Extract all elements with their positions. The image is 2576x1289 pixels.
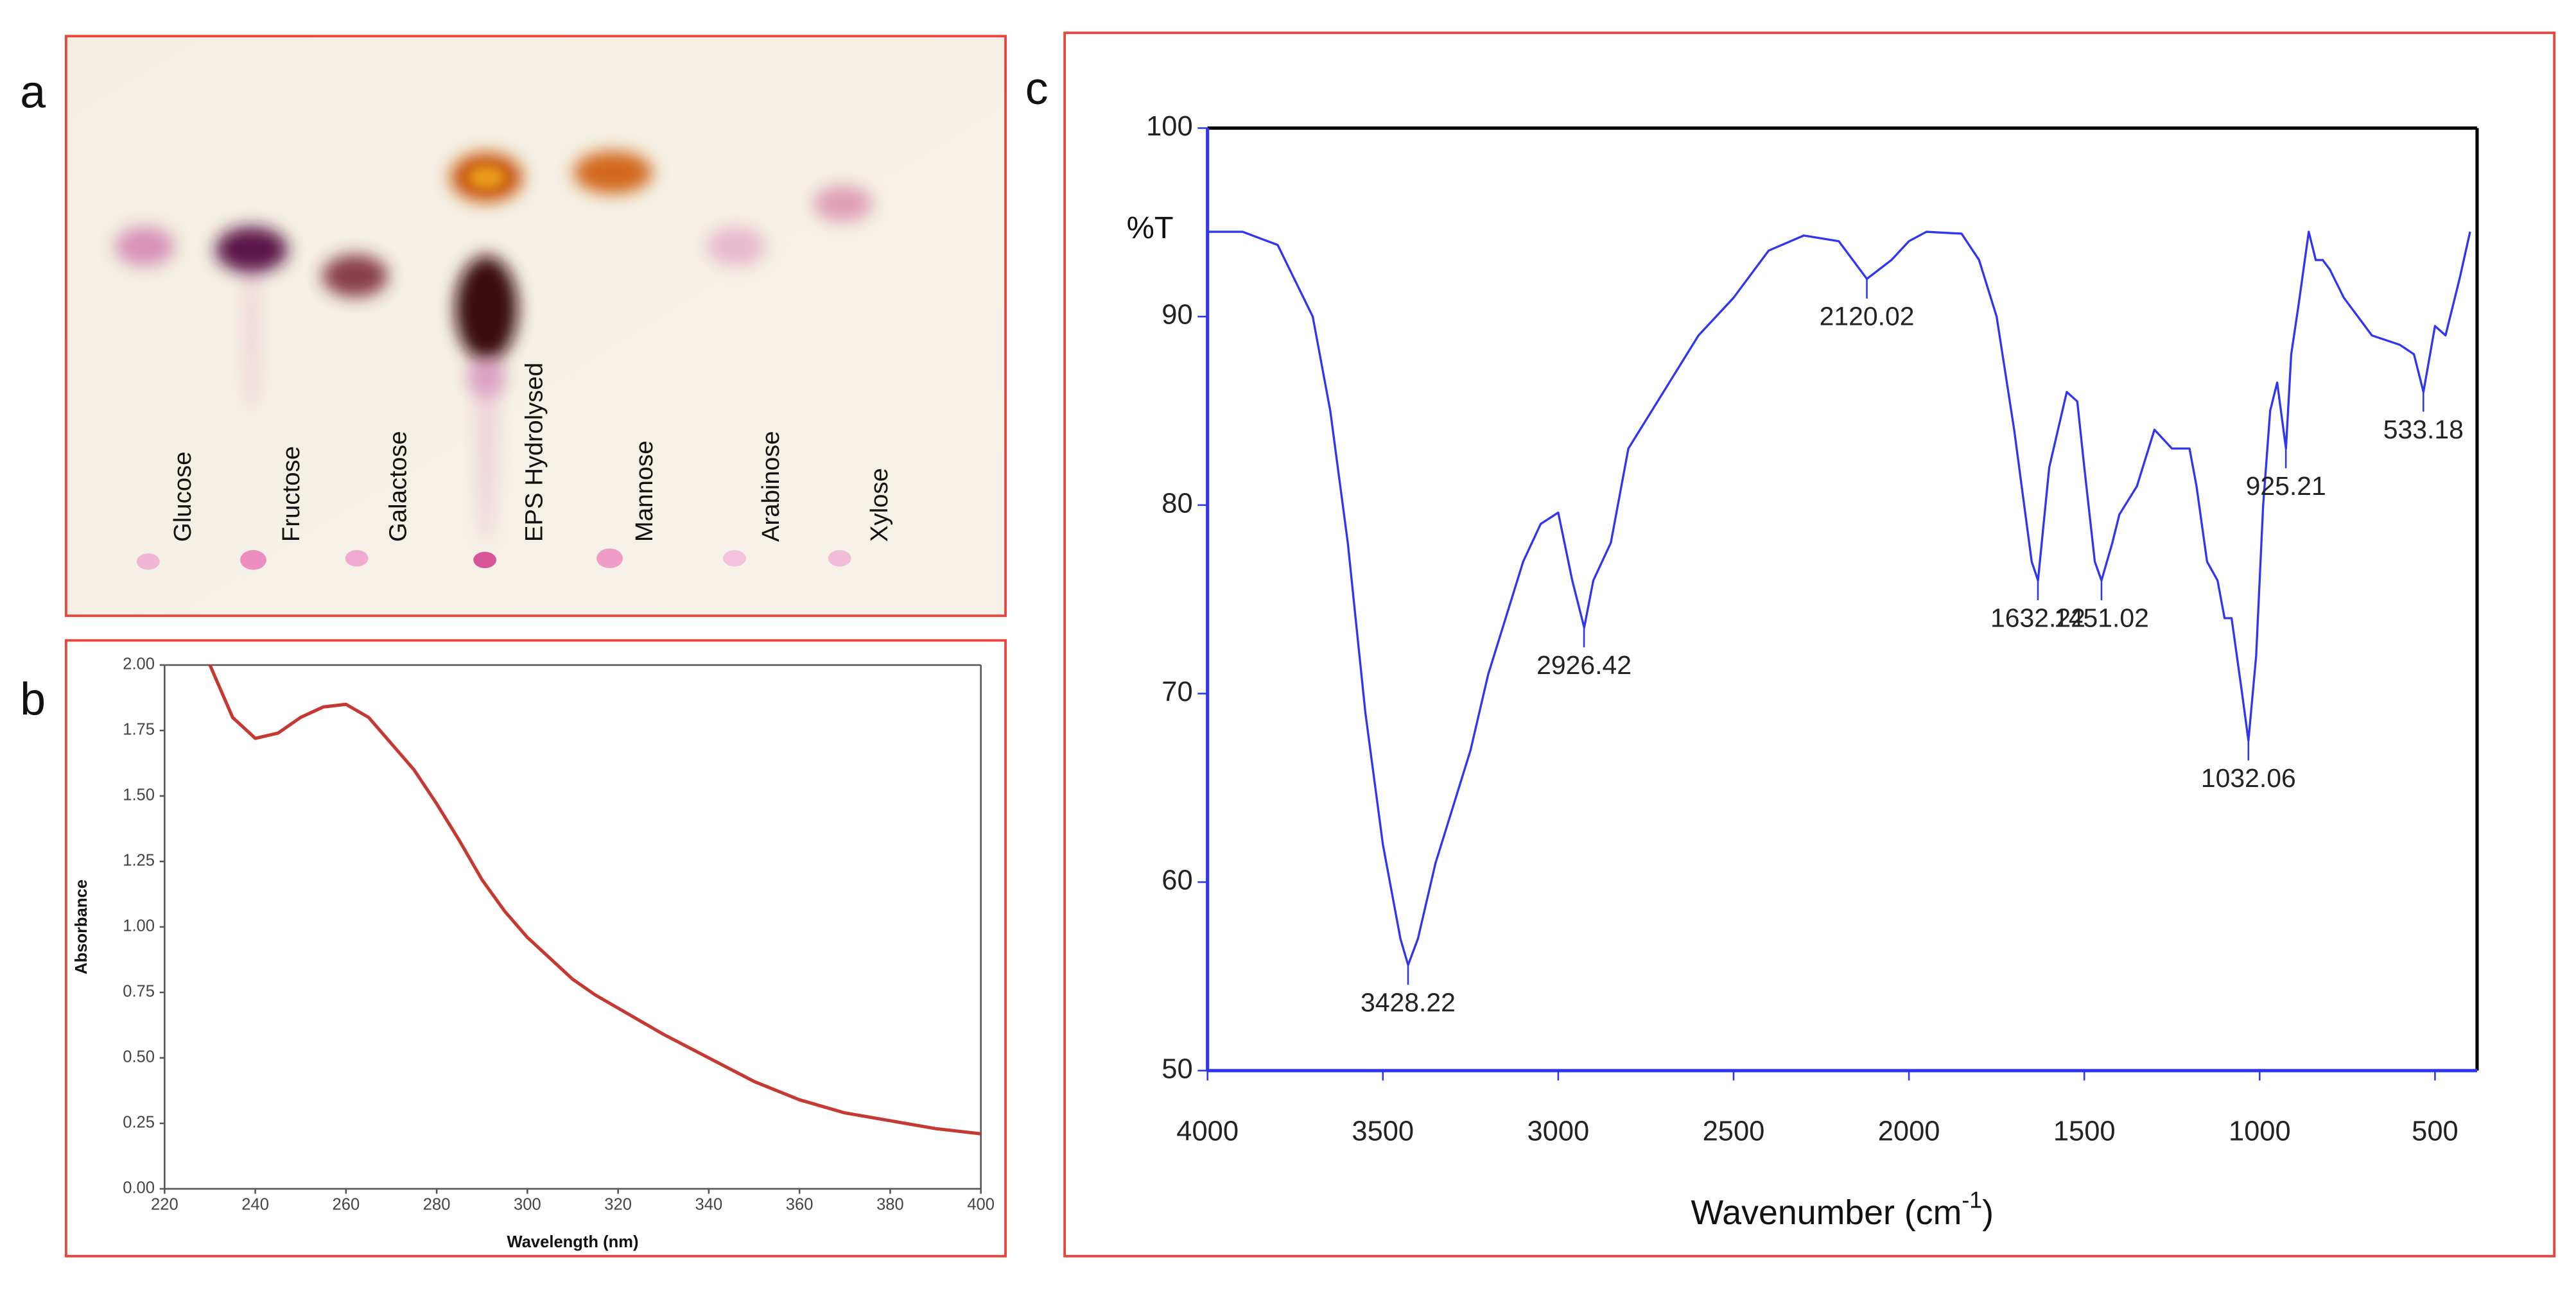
peak-label: 2926.42 [1536,650,1632,680]
panel-label: c [1025,63,1049,114]
y-axis-label: Absorbance [73,879,91,974]
x-axis-label-text: Wavenumber (cm [1691,1193,1962,1232]
lane-label: Glucose [169,451,196,542]
x-tick-label: 260 [333,1195,360,1213]
y-tick-label: 50 [1162,1053,1192,1084]
x-tick-label: 240 [241,1195,269,1213]
y-tick-label: 0.25 [123,1114,155,1132]
x-axis-label-sup: -1 [1962,1188,1982,1213]
lane-label: Xylose [866,468,893,542]
lane-label: EPS Hydrolysed [521,363,548,542]
y-tick-label: 2.00 [123,655,155,673]
tlc-plate [115,151,873,570]
x-tick-label: 500 [2412,1116,2459,1146]
x-tick-label: 380 [876,1195,904,1213]
y-tick-label: 100 [1146,111,1193,142]
lane-label: Galactose [384,431,412,542]
x-tick-label: 300 [514,1195,541,1213]
x-tick-label: 220 [151,1195,178,1213]
data-line [208,664,981,1136]
panel-a-frame [64,35,1007,618]
y-tick-label: 1.50 [123,786,155,804]
x-tick-label: 1000 [2229,1116,2291,1146]
lane-label: Mannose [631,440,658,542]
peak-label: 1451.02 [2054,603,2149,632]
panel-c-frame [1063,31,2556,1258]
y-tick-label: 60 [1162,865,1192,896]
x-tick-label: 360 [786,1195,814,1213]
peak-label: 2120.02 [1820,302,1915,331]
x-tick-label: 3000 [1527,1116,1590,1146]
lane-label: Arabinose [757,431,785,542]
y-tick-label: 0.00 [123,1179,155,1197]
lane-label: Fructose [277,446,305,542]
x-axis-label-end: ) [1982,1193,1994,1232]
x-tick-label: 2500 [1703,1116,1765,1146]
x-tick-label: 1500 [2053,1116,2116,1146]
x-axis-label: Wavenumber (cm-1) [1691,1188,1994,1232]
y-tick-label: 1.00 [123,917,155,935]
panel-label: a [20,66,46,117]
y-tick-label: 70 [1162,677,1192,707]
panel-b-frame [64,639,1007,1258]
y-tick-label: 80 [1162,488,1192,519]
peak-label: 533.18 [2383,415,2464,444]
peak-label: 3428.22 [1361,988,1456,1017]
x-tick-label: 4000 [1176,1116,1239,1146]
y-tick-label: 1.25 [123,852,155,870]
peak-label: 1632.22 [1990,603,2085,632]
data-line [1207,230,2471,967]
x-tick-label: 340 [695,1195,723,1213]
x-tick-label: 280 [423,1195,451,1213]
peak-label: 925.21 [2246,471,2326,501]
x-tick-label: 400 [967,1195,995,1213]
x-tick-label: 3500 [1352,1116,1414,1146]
panel-label: b [20,674,46,725]
y-tick-label: 0.75 [123,983,155,1001]
y-tick-label: 1.75 [123,721,155,739]
x-tick-label: 2000 [1878,1116,1940,1146]
y-axis-label: %T [1127,211,1174,245]
y-tick-label: 90 [1162,300,1192,331]
x-tick-label: 320 [604,1195,632,1213]
x-axis-label: Wavelength (nm) [507,1233,639,1251]
y-tick-label: 0.50 [123,1048,155,1066]
peak-label: 1032.06 [2201,763,2296,793]
